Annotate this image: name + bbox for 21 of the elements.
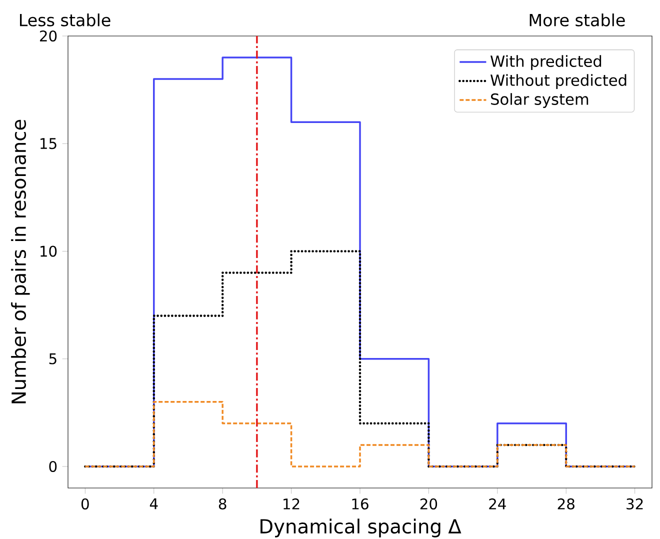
legend-label: Without predicted [490, 74, 626, 89]
legend-label: With predicted [490, 55, 602, 70]
x-tick-label: 28 [558, 498, 574, 510]
x-tick-label: 24 [489, 498, 506, 510]
x-tick-label: 12 [284, 498, 300, 510]
y-tick-label: 20 [40, 30, 57, 42]
x-tick-label: 4 [150, 498, 158, 510]
x-tick-label: 32 [626, 498, 643, 510]
x-tick-label: 8 [218, 498, 226, 510]
y-tick-label: 0 [49, 460, 57, 472]
legend-label: Solar system [491, 93, 588, 108]
text: More stable [530, 13, 625, 26]
text: Less stable [20, 13, 110, 26]
y-tick-label: 5 [49, 353, 56, 364]
x-axis-title: Dynamical spacing Δ [260, 518, 462, 538]
x-tick-label: 20 [420, 498, 438, 510]
y-axis-title: Number of pairs in resonance [11, 120, 30, 404]
y-tick-label: 10 [40, 246, 57, 257]
y-tick-label: 15 [40, 138, 56, 150]
x-tick-label: 0 [81, 498, 89, 510]
x-tick-label: 16 [352, 498, 368, 510]
